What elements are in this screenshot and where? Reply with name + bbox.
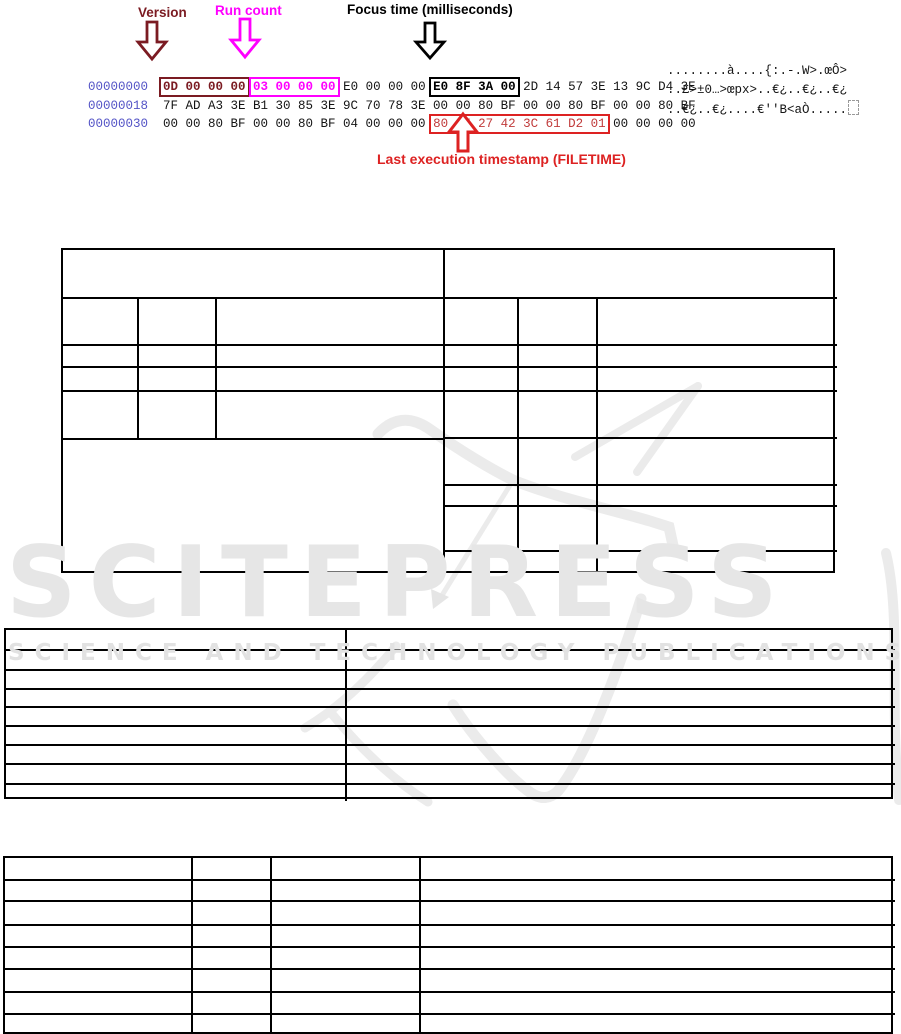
run-count-arrow-icon bbox=[228, 17, 262, 60]
hex-ascii-text: ..€¿..€¿....€''B<aÒ..... bbox=[667, 103, 848, 117]
hex-row: 00000030 00 00 80 BF 00 00 80 BF 04 00 00… bbox=[43, 100, 860, 164]
table-grid-line bbox=[5, 946, 895, 948]
hexdump-figure: Version Run count Focus time (millisecon… bbox=[0, 0, 901, 185]
text-cursor-icon bbox=[848, 100, 860, 115]
table-grid-line bbox=[6, 783, 895, 785]
table-grid-line bbox=[6, 744, 895, 746]
table-structures-top bbox=[61, 248, 837, 575]
table-grid-line bbox=[5, 968, 895, 970]
table-grid-line bbox=[63, 344, 443, 346]
hex-ascii: ..€¿..€¿....€''B<aÒ..... bbox=[667, 100, 860, 118]
table-grid-line bbox=[6, 725, 895, 727]
last-execution-bytes: 80 27 27 42 3C 61 D2 01 bbox=[429, 114, 610, 134]
last-execution-label: Last execution timestamp (FILETIME) bbox=[377, 151, 626, 167]
table-grid-line bbox=[63, 438, 443, 440]
focus-time-bytes: E0 8F 3A 00 bbox=[429, 77, 520, 97]
focus-time-label: Focus time (milliseconds) bbox=[347, 2, 513, 17]
hex-bytes: 2D 14 57 3E 13 9C D4 3E bbox=[515, 80, 696, 94]
run-count-bytes: 03 00 00 00 bbox=[249, 77, 340, 97]
hex-bytes: 00 00 00 00 bbox=[605, 117, 696, 131]
table-grid-line bbox=[215, 297, 217, 438]
table-grid-line bbox=[63, 366, 443, 368]
version-bytes: 0D 00 00 00 bbox=[159, 77, 250, 97]
table-grid-line bbox=[443, 366, 837, 368]
table-grid-line bbox=[137, 297, 139, 438]
version-arrow-icon bbox=[135, 20, 169, 62]
table-grid-line bbox=[6, 688, 895, 690]
table-grid-line bbox=[5, 900, 895, 902]
table-grid-line bbox=[6, 669, 895, 671]
version-label: Version bbox=[138, 5, 187, 20]
table-grid-line bbox=[5, 924, 895, 926]
hex-row: 00000000 0D 00 00 00 03 00 00 00 E0 00 00… bbox=[43, 63, 847, 127]
table-bottom bbox=[3, 856, 895, 1034]
hex-ascii: ........à....{:.-.W>.œÔ> bbox=[667, 64, 848, 78]
run-count-label: Run count bbox=[215, 3, 282, 18]
hex-offset: 00000000 bbox=[88, 80, 149, 94]
table-grid-line bbox=[6, 706, 895, 708]
table-grid-line bbox=[5, 879, 895, 881]
hex-row: 00000018 7F AD A3 3E B1 30 85 3E 9C 70 78… bbox=[43, 82, 847, 146]
hex-bytes: E0 00 00 00 bbox=[335, 80, 434, 94]
table-grid-line bbox=[443, 390, 837, 392]
hex-bytes: 00 00 80 BF 00 00 80 BF 04 00 00 00 bbox=[163, 117, 434, 131]
table-grid-line bbox=[270, 858, 272, 1034]
table-grid-line bbox=[5, 991, 895, 993]
table-grid-line bbox=[443, 437, 837, 439]
table-grid-line bbox=[443, 250, 445, 575]
focus-time-arrow-icon bbox=[412, 21, 448, 61]
table-grid-line bbox=[443, 484, 837, 486]
table-grid-line bbox=[6, 763, 895, 765]
table-grid-line bbox=[443, 344, 837, 346]
hex-ascii: ..£>±0…>œpx>..€¿..€¿..€¿ bbox=[667, 83, 848, 97]
watermark-subtitle: SCIENCE AND TECHNOLOGY PUBLICATIONS bbox=[8, 640, 901, 666]
table-grid-line bbox=[63, 390, 443, 392]
table-grid-line bbox=[191, 858, 193, 1034]
table-grid-line bbox=[5, 1013, 895, 1015]
hex-bytes: 7F AD A3 3E B1 30 85 3E 9C 70 78 3E 00 0… bbox=[163, 99, 696, 113]
watermark-title: SCITEPRESS bbox=[6, 526, 790, 640]
hex-offset: 00000018 bbox=[88, 99, 149, 113]
hex-offset: 00000030 bbox=[88, 117, 149, 131]
table-grid-line bbox=[63, 297, 443, 299]
table-grid-line bbox=[419, 858, 421, 1034]
table-grid-line bbox=[443, 297, 837, 299]
table-grid-line bbox=[443, 505, 837, 507]
